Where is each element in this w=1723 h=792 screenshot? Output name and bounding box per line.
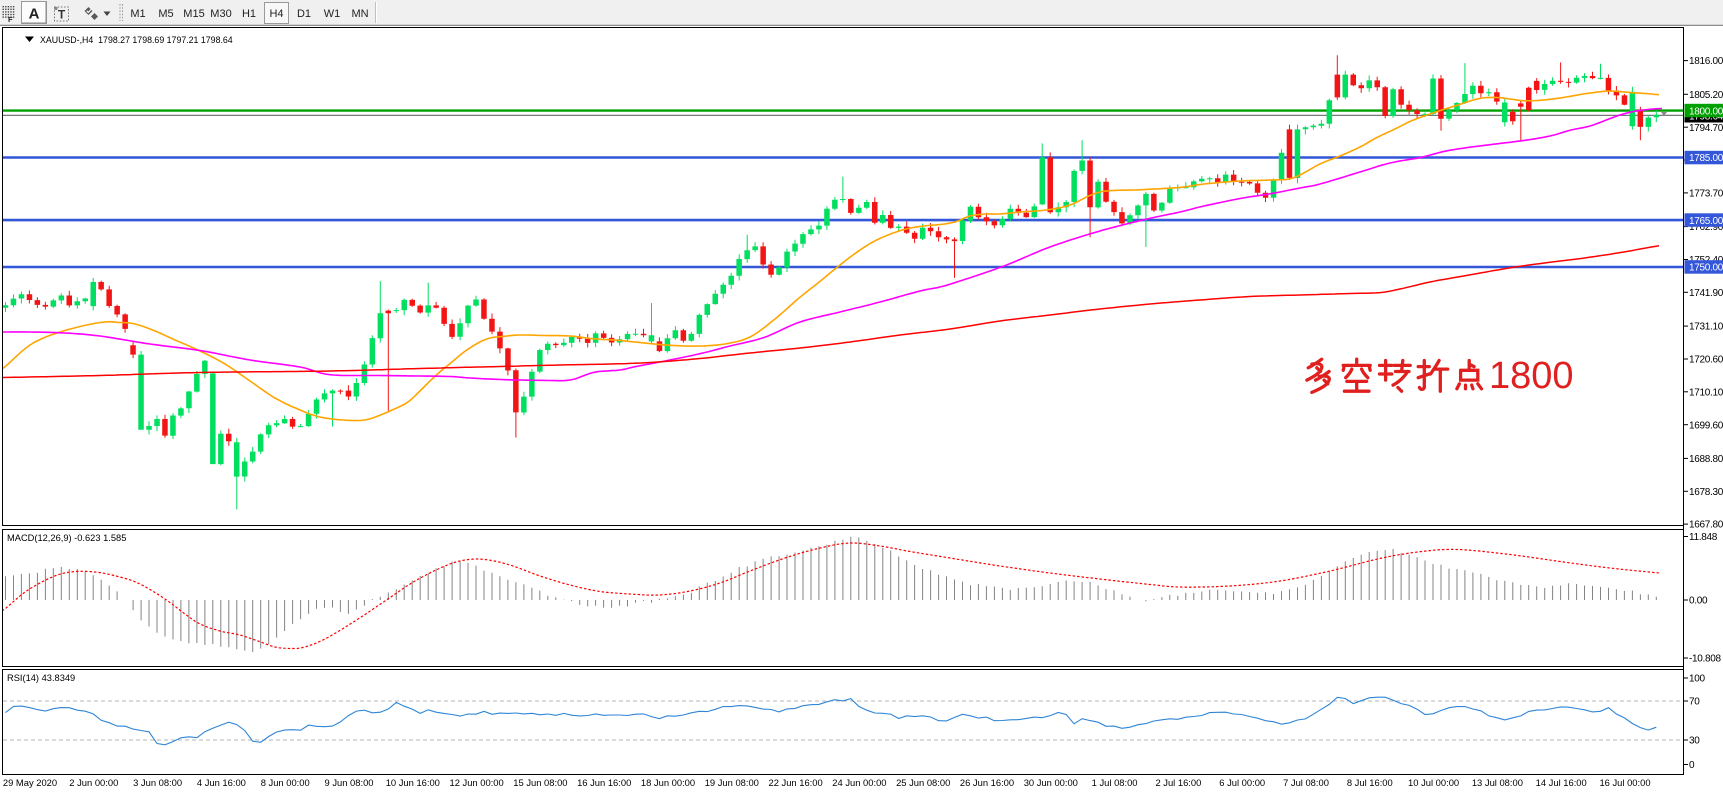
svg-text:0.00: 0.00: [1689, 596, 1708, 607]
svg-text:XAUUSD-,H4 1798.27 1798.69 17: XAUUSD-,H4 1798.27 1798.69 1797.21 1798.…: [40, 35, 233, 45]
svg-text:1800: 1800: [1489, 355, 1574, 397]
svg-text:M15: M15: [183, 8, 204, 20]
svg-text:W1: W1: [324, 8, 341, 20]
svg-text:18 Jun 00:00: 18 Jun 00:00: [641, 777, 695, 788]
svg-text:M1: M1: [130, 8, 145, 20]
svg-text:9 Jun 08:00: 9 Jun 08:00: [325, 777, 374, 788]
svg-text:1800.00: 1800.00: [1689, 106, 1723, 117]
svg-text:2 Jul 16:00: 2 Jul 16:00: [1155, 777, 1201, 788]
svg-text:0: 0: [1689, 760, 1695, 771]
svg-text:6 Jul 00:00: 6 Jul 00:00: [1219, 777, 1265, 788]
svg-text:1816.00: 1816.00: [1689, 56, 1723, 67]
svg-text:100: 100: [1689, 674, 1706, 685]
svg-text:12 Jun 00:00: 12 Jun 00:00: [449, 777, 503, 788]
svg-text:1678.30: 1678.30: [1689, 487, 1723, 498]
svg-text:30: 30: [1689, 736, 1700, 747]
svg-text:1731.10: 1731.10: [1689, 322, 1723, 333]
svg-text:26 Jun 16:00: 26 Jun 16:00: [960, 777, 1014, 788]
svg-text:1765.00: 1765.00: [1689, 216, 1723, 227]
svg-text:M5: M5: [158, 8, 173, 20]
svg-text:1762.90: 1762.90: [1689, 222, 1723, 233]
svg-text:1720.60: 1720.60: [1689, 355, 1723, 366]
svg-text:70: 70: [1689, 697, 1700, 708]
svg-text:11.848: 11.848: [1689, 532, 1718, 543]
svg-text:10 Jun 16:00: 10 Jun 16:00: [386, 777, 440, 788]
svg-text:M30: M30: [210, 8, 231, 20]
svg-text:4 Jun 16:00: 4 Jun 16:00: [197, 777, 246, 788]
svg-text:-10.808: -10.808: [1689, 654, 1722, 665]
svg-text:19 Jun 08:00: 19 Jun 08:00: [705, 777, 759, 788]
svg-text:1667.80: 1667.80: [1689, 520, 1723, 531]
svg-text:1785.00: 1785.00: [1689, 153, 1723, 164]
svg-text:1750.00: 1750.00: [1689, 263, 1723, 274]
svg-text:16 Jun 16:00: 16 Jun 16:00: [577, 777, 631, 788]
svg-text:13 Jul 08:00: 13 Jul 08:00: [1472, 777, 1523, 788]
svg-text:1710.10: 1710.10: [1689, 387, 1723, 398]
svg-text:1805.20: 1805.20: [1689, 90, 1723, 101]
svg-text:F: F: [8, 15, 13, 24]
svg-text:8 Jul 16:00: 8 Jul 16:00: [1347, 777, 1393, 788]
svg-text:RSI(14) 43.8349: RSI(14) 43.8349: [7, 673, 75, 683]
svg-text:22 Jun 16:00: 22 Jun 16:00: [768, 777, 822, 788]
svg-text:1773.70: 1773.70: [1689, 189, 1723, 200]
svg-text:14 Jul 16:00: 14 Jul 16:00: [1536, 777, 1587, 788]
svg-text:24 Jun 00:00: 24 Jun 00:00: [832, 777, 886, 788]
svg-text:29 May 2020: 29 May 2020: [3, 777, 57, 788]
svg-text:1 Jul 08:00: 1 Jul 08:00: [1092, 777, 1138, 788]
svg-text:8 Jun 00:00: 8 Jun 00:00: [261, 777, 310, 788]
svg-text:30 Jun 00:00: 30 Jun 00:00: [1024, 777, 1078, 788]
svg-text:15 Jun 08:00: 15 Jun 08:00: [513, 777, 567, 788]
svg-text:MACD(12,26,9) -0.623 1.585: MACD(12,26,9) -0.623 1.585: [7, 533, 126, 543]
svg-text:H1: H1: [242, 8, 256, 20]
svg-text:1794.70: 1794.70: [1689, 123, 1723, 134]
svg-text:MN: MN: [351, 8, 368, 20]
svg-text:1741.90: 1741.90: [1689, 288, 1723, 299]
svg-text:16 Jul 00:00: 16 Jul 00:00: [1599, 777, 1650, 788]
svg-text:D1: D1: [297, 8, 311, 20]
svg-text:T: T: [58, 8, 66, 22]
svg-text:7 Jul 08:00: 7 Jul 08:00: [1283, 777, 1329, 788]
svg-text:10 Jul 00:00: 10 Jul 00:00: [1408, 777, 1459, 788]
svg-text:25 Jun 08:00: 25 Jun 08:00: [896, 777, 950, 788]
svg-text:A: A: [29, 6, 40, 23]
svg-text:H4: H4: [269, 8, 283, 20]
svg-text:2 Jun 00:00: 2 Jun 00:00: [69, 777, 118, 788]
svg-text:3 Jun 08:00: 3 Jun 08:00: [133, 777, 182, 788]
svg-text:1699.60: 1699.60: [1689, 420, 1723, 431]
svg-text:1688.80: 1688.80: [1689, 454, 1723, 465]
